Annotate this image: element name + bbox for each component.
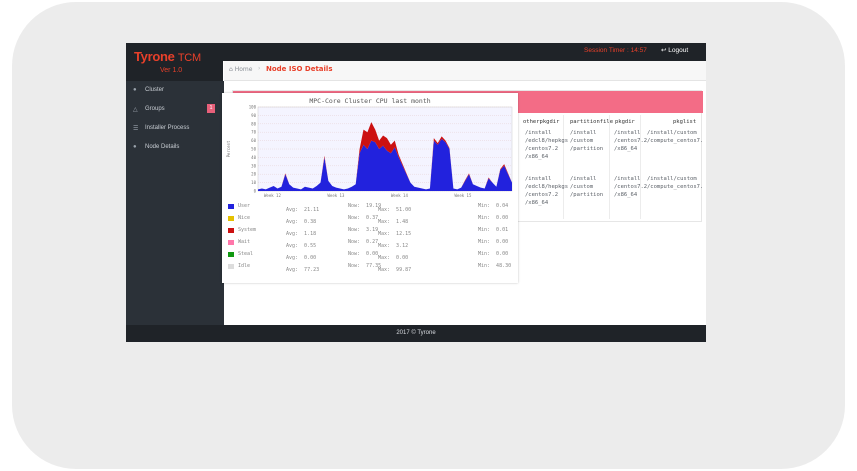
legend-now: Now: 3.19 — [348, 227, 379, 233]
cpu-chart-popup[interactable]: 0 10 20 30 40 50 60 70 80 90 100 Week 12 Week 13 Week… — [222, 93, 518, 283]
legend-now: Now: 77.35 — [348, 263, 382, 269]
legend-max: Max: 99.87 — [378, 267, 412, 273]
col-header-pkglist: pkglist — [673, 119, 697, 125]
breadcrumb-home[interactable]: ⌂ Home — [229, 66, 253, 73]
legend-swatch — [228, 264, 234, 269]
series-area-user — [258, 138, 512, 191]
breadcrumb: ⌂ Home › Node ISO Details — [224, 61, 706, 81]
y-tick-label: 60 — [251, 138, 256, 143]
table-cell: /install /edcl8/hepkgs /centos7.2 /x86_6… — [525, 176, 569, 206]
logout-icon: ↩ — [661, 47, 667, 54]
sidebar-item-cluster[interactable]: ● Cluster — [133, 87, 165, 93]
y-tick-label: 100 — [249, 105, 257, 110]
legend-min: Min: 0.00 — [478, 239, 509, 245]
legend-avg: Avg: 0.00 — [286, 255, 317, 261]
groups-badge: 1 — [207, 104, 215, 113]
legend-avg: Avg: 77.23 — [286, 267, 320, 273]
legend-swatch — [228, 240, 234, 245]
legend-max: Max: 1.48 — [378, 219, 409, 225]
legend-min: Min: 0.01 — [478, 227, 509, 233]
legend-avg: Avg: 21.11 — [286, 207, 320, 213]
warning-icon: △ — [133, 107, 138, 113]
legend-max: Max: 3.12 — [378, 243, 409, 249]
y-tick-label: 70 — [251, 130, 256, 135]
column-divider — [609, 115, 610, 219]
footer: 2017 © Tyrone — [126, 325, 706, 342]
top-bar: Session Timer : 14:57 ↩ Logout — [126, 43, 706, 61]
legend-swatch — [228, 216, 234, 221]
legend-name: Wait — [238, 239, 251, 245]
circle-icon: ● — [133, 144, 137, 150]
sidebar-item-groups[interactable]: △ Groups 1 — [126, 104, 224, 122]
sidebar: ● Cluster △ Groups 1 ☰ Installer Process… — [126, 81, 224, 325]
y-tick-label: 50 — [251, 147, 256, 152]
x-tick-label: Week 12 — [264, 193, 281, 198]
legend-swatch — [228, 204, 234, 209]
table-cell: /install /edcl8/hepkgs /centos7.2 /x86_6… — [525, 130, 569, 160]
sidebar-item-node-details[interactable]: ● Node Details — [133, 144, 180, 150]
chart-title: MPC-Core Cluster CPU last month — [309, 97, 431, 105]
col-header-pkgdir: pkgdir — [615, 119, 635, 125]
circle-icon: ● — [133, 87, 137, 93]
logo[interactable]: Tyrone TCM Ver 1.0 — [126, 43, 223, 81]
y-tick-label: 30 — [251, 163, 256, 168]
y-axis-label: Percent — [226, 140, 231, 157]
legend-max: Max: 12.15 — [378, 231, 412, 237]
legend-min: Min: 0.04 — [478, 203, 509, 209]
sidebar-item-installer-process[interactable]: ☰ Installer Process — [133, 125, 190, 132]
app-screen: Session Timer : 14:57 ↩ Logout Tyrone TC… — [126, 43, 706, 342]
legend-max: Max: 51.00 — [378, 207, 412, 213]
y-tick-label: 40 — [251, 155, 256, 160]
table-cell: /install /custom /partition — [570, 130, 604, 152]
y-tick-label: 80 — [251, 121, 256, 126]
legend-min: Min: 48.30 — [478, 263, 512, 269]
column-divider — [563, 115, 564, 219]
legend-name: Steal — [238, 251, 254, 257]
cpu-area-chart: 0 10 20 30 40 50 60 70 80 90 100 Week 12 Week 13 Week… — [226, 105, 513, 198]
table-cell: /install /custom /partition — [570, 176, 604, 198]
y-tick-label: 0 — [254, 189, 257, 194]
y-tick-label: 20 — [251, 172, 256, 177]
logout-button[interactable]: ↩ Logout — [661, 46, 688, 54]
table-cell: /install /centos7.2 /x86_64 — [614, 176, 648, 198]
legend-avg: Avg: 0.38 — [286, 219, 317, 225]
legend-now: Now: 0.00 — [348, 251, 379, 257]
legend-now: Now: 0.27 — [348, 239, 379, 245]
x-tick-label: Week 13 — [328, 193, 345, 198]
legend-max: Max: 0.00 — [378, 255, 409, 261]
legend-min: Min: 0.00 — [478, 215, 509, 221]
table-cell: /install /centos7.2 /x86_64 — [614, 130, 648, 152]
list-icon: ☰ — [133, 126, 139, 132]
page-title: Node ISO Details — [266, 65, 333, 73]
column-divider — [640, 115, 641, 219]
logout-label: Logout — [668, 47, 689, 54]
brand-name: Tyrone TCM — [134, 49, 201, 64]
col-header-partitionfile: partitionfile — [570, 119, 614, 125]
version-label: Ver 1.0 — [160, 67, 183, 74]
col-header-otherpkgdir: otherpkgdir — [523, 119, 560, 125]
breadcrumb-separator: › — [258, 65, 261, 72]
legend-avg: Avg: 1.18 — [286, 231, 317, 237]
legend-min: Min: 0.00 — [478, 251, 509, 257]
legend-name: Nice — [238, 215, 251, 221]
legend-now: Now: 19.19 — [348, 203, 382, 209]
table-cell: /install/custom /compute_centos7. — [647, 176, 704, 190]
session-timer: Session Timer : 14:57 — [584, 47, 647, 54]
legend-swatch — [228, 252, 234, 257]
x-tick-label: Week 14 — [391, 193, 408, 198]
legend-name: Idle — [238, 263, 251, 269]
legend-avg: Avg: 0.55 — [286, 243, 317, 249]
legend-swatch — [228, 228, 234, 233]
legend-name: User — [238, 203, 251, 209]
x-tick-label: Week 15 — [455, 193, 472, 198]
legend-name: System — [238, 227, 257, 233]
y-tick-label: 90 — [251, 113, 256, 118]
legend-now: Now: 0.37 — [348, 215, 379, 221]
y-tick-label: 10 — [251, 180, 256, 185]
table-cell: /install/custom /compute_centos7. — [647, 130, 704, 144]
